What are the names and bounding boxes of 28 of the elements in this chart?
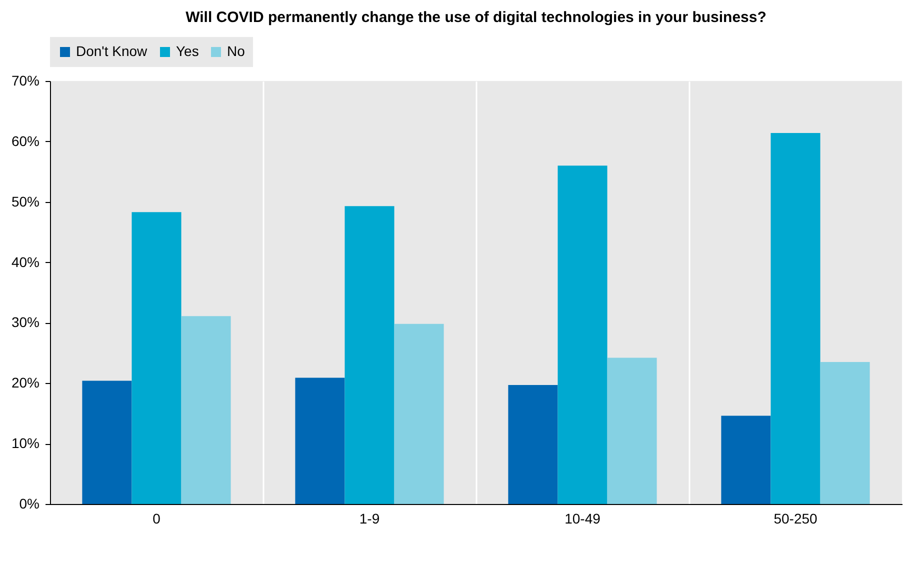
chart-title: Will COVID permanently change the use of digital technologies in your business? — [186, 9, 766, 26]
y-tick-label: 50% — [11, 193, 40, 210]
y-tick-label: 40% — [11, 254, 40, 270]
bar — [508, 384, 558, 504]
y-tick-label: 30% — [11, 314, 40, 330]
y-tick-label: 0% — [19, 496, 40, 512]
y-tick-label: 20% — [11, 374, 40, 391]
legend-label: Don't Know — [76, 43, 148, 59]
bar — [770, 132, 820, 504]
bar — [181, 316, 231, 504]
x-tick-label: 50-250 — [774, 510, 818, 526]
bar — [132, 212, 182, 504]
bar — [394, 324, 444, 504]
y-tick-label: 10% — [11, 435, 40, 452]
bar — [344, 206, 394, 504]
bar — [295, 378, 345, 504]
x-tick-label: 10-49 — [564, 510, 601, 526]
y-tick-label: 60% — [11, 132, 40, 149]
y-tick-label: 70% — [11, 72, 40, 88]
bar — [558, 166, 608, 504]
bar — [82, 380, 132, 504]
legend-label: Yes — [176, 43, 199, 59]
bar — [721, 416, 771, 504]
bar — [607, 358, 657, 504]
x-tick-label: 0 — [152, 510, 161, 526]
bar — [820, 362, 870, 504]
legend-label: No — [227, 43, 246, 59]
x-tick-label: 1-9 — [359, 510, 380, 526]
